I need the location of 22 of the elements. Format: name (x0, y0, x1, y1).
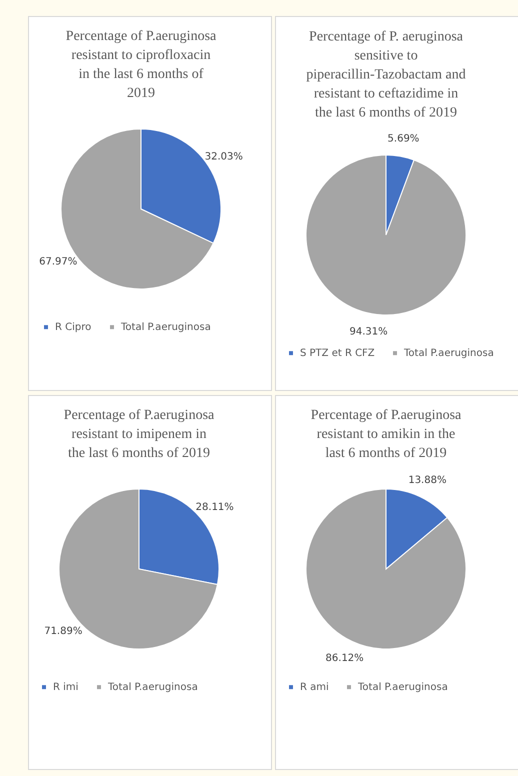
data-label: 86.12% (326, 652, 364, 664)
chart-title: Percentage of P. aeruginosa sensitive to piperacillin-Tazobactam and resistant to ceftazidime in the last 6 months of 2019 (306, 30, 466, 121)
legend-label: R Cipro (55, 322, 92, 334)
data-label: 13.88% (408, 475, 446, 486)
data-label: 71.89% (44, 626, 82, 638)
chart-title: Percentage of P.aeruginosa resistant to imipenem in the last 6 months of 2019 (64, 408, 216, 461)
legend-label: Total P.aeruginosa (403, 348, 494, 360)
data-label: 32.03% (204, 152, 243, 163)
chart-title: Percentage of P.aeruginosa resistant to ciprofloxacin in the last 6 months of 2019 (66, 29, 218, 101)
legend-label: S PTZ et R CFZ (300, 348, 375, 360)
chart-title: Percentage of P.aeruginosa resistant to amikin in the last 6 months of 2019 (310, 408, 462, 461)
legend-label: Total P.aeruginosa (107, 682, 198, 694)
pie-slice (306, 154, 466, 316)
legend-label: Total P.aeruginosa (120, 322, 211, 334)
data-label: 28.11% (196, 502, 234, 513)
data-label: 67.97% (39, 256, 78, 268)
data-label: 5.69% (388, 134, 420, 145)
legend-label: Total P.aeruginosa (357, 682, 448, 694)
data-label: 94.31% (350, 326, 388, 338)
pie-slice (306, 488, 466, 650)
legend-label: R imi (53, 682, 78, 694)
legend-label: R ami (300, 682, 329, 694)
